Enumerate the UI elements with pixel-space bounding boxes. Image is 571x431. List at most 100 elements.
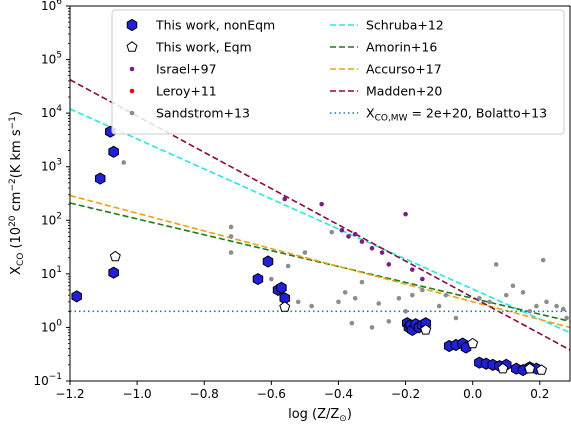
point-sandstrom-24 [443,292,449,298]
plot-frame [69,5,571,382]
legend-box [111,9,565,135]
x-tick-label-5: −0.2 [391,387,420,401]
legend-label-eqm: This work, Eqm [155,40,252,55]
legend-item-schruba: Schruba+12 [330,18,444,33]
point-eqm-2 [420,324,432,335]
y-tick-label-2: 101 [41,265,62,281]
legend-label-leroy: Leroy+11 [156,84,217,99]
legend-swatch-eqm [126,41,138,52]
legend: This work, nonEqm This work, Eqm Israel+97… [111,9,565,135]
legend-item-leroy: Leroy+11 [129,84,217,99]
line-schruba [69,108,571,334]
legend-swatch-noneqm [126,18,138,32]
point-sandstrom-38 [564,315,569,321]
y-tick-label-3: 102 [41,211,62,227]
data-points [71,125,569,377]
point-sandstrom-17 [386,319,392,324]
legend-swatch-leroy [129,88,135,94]
x-tick-label-1: −1.0 [123,387,152,401]
legend-item-sandstrom: Sandstrom+13 [129,106,250,121]
y-tick-label-0: 10−1 [33,372,62,388]
legend-swatch-israel [129,66,135,72]
point-israel-2 [339,228,345,233]
point-eqm-6 [535,364,548,375]
point-sandstrom-14 [359,279,365,285]
y-tick-label-1: 100 [41,318,62,334]
point-israel-3 [346,234,351,239]
line-accurso [69,194,571,329]
point-sandstrom-4 [269,276,274,282]
point-noneqm-6 [262,255,274,268]
point-eqm-4 [497,362,509,374]
point-sandstrom-9 [329,229,335,235]
point-noneqm-3 [108,145,119,158]
point-sandstrom-16 [376,301,382,306]
legend-label-israel: Israel+97 [156,62,217,77]
y-tick-label-5: 104 [41,104,62,120]
y-axis-label: XCO (1020 cm−2(K km s−1) [8,111,26,275]
x-tick-label-2: −0.8 [190,387,219,401]
point-sandstrom-29 [503,292,509,298]
point-sandstrom-13 [352,295,358,301]
point-sandstrom-34 [540,257,546,263]
point-sandstrom-21 [420,287,425,293]
point-noneqm-4 [108,266,119,279]
point-sandstrom-37 [560,306,566,312]
point-sandstrom-30 [510,283,516,289]
point-sandstrom-27 [487,299,492,305]
legend-label-sandstrom: Sandstrom+13 [156,106,250,121]
x-tick-label-0: −1.2 [55,387,84,401]
point-sandstrom-10 [336,299,341,305]
point-sandstrom-3 [228,250,234,255]
legend-label-madden: Madden+20 [366,84,442,99]
point-israel-1 [319,201,324,207]
point-noneqm-0 [71,290,82,303]
point-sandstrom-15 [369,325,375,330]
point-sandstrom-31 [520,290,526,295]
point-israel-10 [409,267,415,272]
point-sandstrom-25 [453,315,459,321]
point-eqm-5 [524,362,536,374]
legend-item-madden: Madden+20 [330,84,442,99]
legend-item-eqm: This work, Eqm [126,40,252,55]
point-sandstrom-6 [295,299,301,305]
legend-label-schruba: Schruba+12 [366,18,444,33]
x-tick-label-3: −0.6 [257,387,286,401]
y-tick-label-4: 103 [41,158,62,174]
point-sandstrom-33 [534,303,539,309]
point-sandstrom-18 [396,295,402,301]
point-sandstrom-26 [477,295,482,301]
y-tick-label-6: 105 [41,51,62,67]
point-sandstrom-20 [409,292,415,298]
legend-label-accurso: Accurso+17 [366,62,442,77]
line-amorin [69,202,571,323]
point-sandstrom-23 [436,303,442,309]
legend-item-accurso: Accurso+17 [330,62,442,77]
point-eqm-3 [467,337,479,349]
point-israel-8 [386,262,392,267]
point-sandstrom-1 [228,224,234,230]
point-sandstrom-5 [285,263,291,269]
point-sandstrom-7 [302,250,308,255]
legend-item-amorin: Amorin+16 [330,40,437,55]
x-tick-label-6: 0.0 [463,387,482,401]
point-sandstrom-8 [309,303,314,309]
legend-label-bolatto: XCO,MW = 2e+20, Bolatto+13 [366,106,547,124]
x-tick-label-4: −0.4 [324,387,353,401]
point-israel-11 [420,276,425,282]
point-sandstrom-28 [493,262,499,267]
point-sandstrom-12 [349,320,355,326]
point-eqm-0 [109,250,121,262]
point-sandstrom-19 [403,309,408,314]
x-axis: −1.2 −1.0 −0.8 −0.6 −0.4 −0.2 0.0 0.2 [55,381,549,401]
legend-item-bolatto: XCO,MW = 2e+20, Bolatto+13 [330,106,547,124]
point-israel-6 [369,245,375,251]
point-israel-0 [282,196,288,202]
legend-label-noneqm: This work, nonEqm [155,18,275,33]
point-sandstrom-32 [527,309,533,314]
point-israel-7 [379,250,385,255]
point-sandstrom-2 [228,234,234,239]
point-noneqm-8 [276,281,287,294]
point-israel-4 [352,231,358,237]
